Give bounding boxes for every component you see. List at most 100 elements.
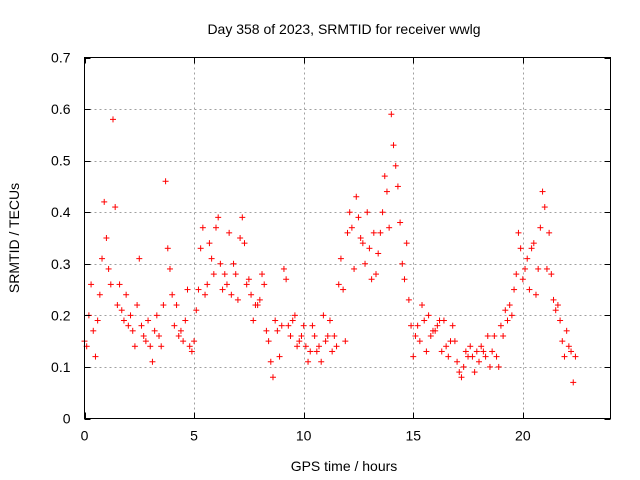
data-point bbox=[370, 229, 377, 236]
data-point bbox=[532, 291, 539, 298]
data-point bbox=[388, 111, 395, 118]
data-point bbox=[107, 281, 114, 288]
x-tick-label: 10 bbox=[296, 428, 312, 444]
data-point bbox=[548, 271, 555, 278]
x-tick-label: 15 bbox=[405, 428, 421, 444]
data-point bbox=[410, 353, 417, 360]
chart-title: Day 358 of 2023, SRMTID for receiver wwl… bbox=[207, 21, 480, 37]
data-point bbox=[324, 332, 331, 339]
data-point bbox=[478, 343, 485, 350]
y-tick-label: 0.3 bbox=[51, 256, 71, 272]
data-point bbox=[131, 343, 138, 350]
data-point bbox=[458, 374, 465, 381]
data-point bbox=[289, 317, 296, 324]
data-point bbox=[221, 271, 228, 278]
data-point bbox=[423, 348, 430, 355]
data-point bbox=[217, 260, 224, 267]
data-point bbox=[149, 358, 156, 365]
data-point bbox=[381, 173, 388, 180]
data-point bbox=[454, 358, 461, 365]
data-point bbox=[287, 332, 294, 339]
data-point bbox=[274, 327, 281, 334]
data-point bbox=[443, 343, 450, 350]
data-point bbox=[408, 322, 415, 329]
data-point bbox=[320, 312, 327, 319]
data-point bbox=[541, 204, 548, 211]
data-point bbox=[535, 265, 542, 272]
y-tick-label: 0.2 bbox=[51, 307, 71, 323]
data-point bbox=[267, 358, 274, 365]
data-point bbox=[259, 271, 266, 278]
data-point bbox=[340, 286, 347, 293]
data-point bbox=[451, 338, 458, 345]
data-point bbox=[372, 271, 379, 278]
data-point bbox=[180, 338, 187, 345]
data-point bbox=[105, 265, 112, 272]
data-point bbox=[471, 369, 478, 376]
data-point bbox=[491, 332, 498, 339]
data-point bbox=[386, 224, 393, 231]
data-point bbox=[333, 343, 340, 350]
data-point bbox=[261, 281, 268, 288]
data-point bbox=[151, 327, 158, 334]
data-point bbox=[432, 327, 439, 334]
data-point bbox=[243, 281, 250, 288]
data-point bbox=[191, 338, 198, 345]
data-point bbox=[497, 322, 504, 329]
data-point bbox=[489, 348, 496, 355]
data-point bbox=[169, 291, 176, 298]
data-point bbox=[399, 260, 406, 267]
data-point bbox=[565, 343, 572, 350]
data-point bbox=[184, 286, 191, 293]
data-point bbox=[300, 322, 307, 329]
data-point bbox=[204, 281, 211, 288]
data-point bbox=[109, 116, 116, 123]
y-axis-label: SRMTID / TECUs bbox=[6, 183, 22, 293]
data-point bbox=[504, 317, 511, 324]
data-point bbox=[123, 291, 130, 298]
data-point bbox=[256, 296, 263, 303]
data-point bbox=[403, 240, 410, 247]
data-point bbox=[405, 296, 412, 303]
grid-lines bbox=[84, 57, 611, 419]
data-point bbox=[272, 317, 279, 324]
data-point bbox=[568, 348, 575, 355]
data-point bbox=[263, 327, 270, 334]
data-point bbox=[101, 198, 108, 205]
data-point bbox=[326, 317, 333, 324]
data-point bbox=[480, 348, 487, 355]
data-point bbox=[528, 245, 535, 252]
data-point bbox=[414, 322, 421, 329]
data-point bbox=[383, 188, 390, 195]
data-point bbox=[182, 317, 189, 324]
data-point bbox=[519, 276, 526, 283]
data-point bbox=[96, 291, 103, 298]
data-point bbox=[250, 317, 257, 324]
data-point bbox=[508, 312, 515, 319]
data-point bbox=[226, 229, 233, 236]
data-point bbox=[237, 235, 244, 241]
data-point bbox=[173, 302, 180, 309]
data-point bbox=[118, 307, 125, 314]
data-point bbox=[199, 224, 206, 231]
y-tick-label: 0 bbox=[63, 411, 71, 427]
data-point bbox=[484, 332, 491, 339]
data-point bbox=[307, 348, 314, 355]
data-point bbox=[298, 332, 305, 339]
data-point bbox=[158, 343, 165, 350]
data-point bbox=[88, 281, 95, 288]
data-point bbox=[94, 317, 101, 324]
data-point bbox=[329, 348, 336, 355]
data-point bbox=[460, 363, 467, 370]
data-point bbox=[473, 348, 480, 355]
data-point bbox=[543, 265, 550, 272]
data-point bbox=[421, 317, 428, 324]
data-point bbox=[309, 322, 316, 329]
data-point bbox=[572, 353, 579, 360]
data-point bbox=[449, 322, 456, 329]
data-point bbox=[322, 338, 329, 345]
data-point bbox=[232, 271, 239, 278]
data-point bbox=[397, 219, 404, 226]
data-point bbox=[355, 214, 362, 221]
data-point bbox=[302, 343, 309, 350]
